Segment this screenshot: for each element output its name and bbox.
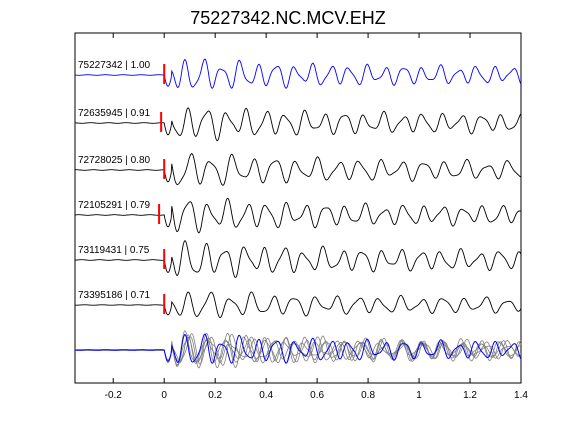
x-tick-label: 1.2: [463, 390, 477, 401]
trace-line: [75, 197, 522, 234]
trace-label: 72728025 | 0.80: [78, 155, 151, 166]
x-tick-label: 0.8: [361, 390, 375, 401]
trace-label: 72635945 | 0.91: [78, 108, 151, 119]
trace-label: 73119431 | 0.75: [78, 245, 150, 256]
plot-area: [74, 32, 522, 384]
chart-title: 75227342.NC.MCV.EHZ: [190, 8, 385, 28]
x-tick-label: 1: [416, 390, 422, 401]
trace-line: [75, 107, 522, 142]
trace-label: 75227342 | 1.00: [78, 60, 151, 71]
overlay-reference-trace: [75, 333, 522, 364]
x-axis: -0.2 0 0.2 0.4 0.6 0.8 1 1.2 1.4: [105, 33, 528, 401]
trace-label: 73395186 | 0.71: [78, 290, 151, 301]
trace-label: 72105291 | 0.79: [78, 200, 151, 211]
x-tick-label: 0.2: [208, 390, 222, 401]
trace-line: [75, 58, 522, 89]
traces-group: 75227342 | 1.00 72635945 | 0.91 72728025 |…: [75, 58, 522, 369]
x-tick-label: 0.4: [259, 390, 273, 401]
trace-line: [75, 153, 522, 186]
x-tick-label: 0.6: [310, 390, 324, 401]
x-tick-label: 0: [161, 390, 167, 401]
trace-line: [75, 240, 522, 279]
x-tick-label: -0.2: [105, 390, 123, 401]
trace-line: [75, 291, 522, 319]
x-tick-label: 1.4: [514, 390, 528, 401]
